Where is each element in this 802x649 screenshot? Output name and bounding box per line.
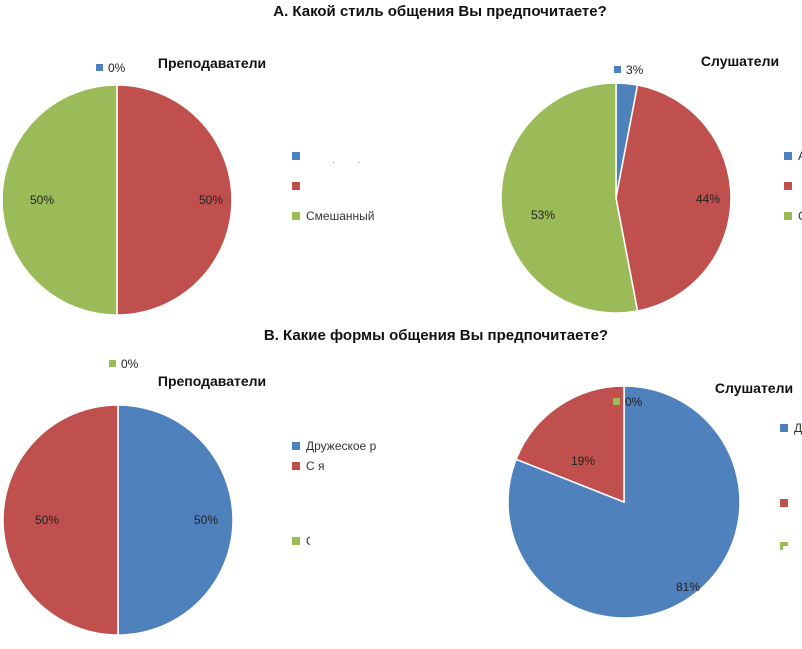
legend-mask-0-1: [306, 183, 416, 197]
data-label-0-2: 50%: [30, 193, 54, 207]
legend-swatch-0-0: [292, 152, 300, 160]
legend-swatch-2-0: [292, 442, 300, 450]
legend-swatch-3-0: [780, 424, 788, 432]
legend-label-0-2: Смешанный: [306, 209, 374, 223]
legend-swatch-3-1: [780, 499, 788, 507]
data-label-2-2: 0%: [121, 357, 139, 371]
data-label-2-0: 50%: [194, 513, 218, 527]
chart-title-1: Слушатели: [701, 53, 779, 69]
pie-chart-a-students: 3% 44% 53% Слушатели А С: [500, 53, 802, 314]
pie-slice-1-1: [615, 84, 732, 312]
legend-mask-2-0: [310, 474, 440, 486]
heading-b: B. Какие формы общения Вы предпочитаете?: [264, 327, 608, 344]
legend-label-1-0: А: [798, 149, 802, 163]
legend-mask-3-0: [790, 497, 802, 509]
legend-mask-3-1: [783, 546, 793, 556]
heading-a: A. Какой стиль общения Вы предпочитаете?: [273, 3, 607, 20]
data-label-2-1: 50%: [35, 513, 59, 527]
legend-mask-1-0: [792, 190, 802, 202]
data-label-3-0: 81%: [676, 580, 700, 594]
legend-label-2-1: С я: [306, 459, 325, 473]
legend-label-3-0: Д р: [794, 421, 802, 435]
pie-slice-2-0: [117, 404, 234, 636]
data-label-marker-2-2: [109, 360, 116, 367]
chart-title-2: Преподаватели: [158, 373, 266, 389]
data-label-marker-3-2: [613, 398, 620, 405]
pie-slice-0-2: [1, 84, 118, 316]
pie-slice-2-1: [2, 404, 119, 636]
pie-slice-3-0: [507, 385, 741, 619]
data-label-0-0: 0%: [108, 61, 126, 75]
data-label-1-2: 53%: [531, 208, 555, 222]
legend-swatch-2-1: [292, 462, 300, 470]
legend-label-2-0: Дружеское р: [306, 439, 377, 453]
data-label-3-2: 0%: [625, 395, 643, 409]
legend-swatch-1-0: [784, 152, 792, 160]
legend-swatch-2-2: [292, 537, 300, 545]
data-label-3-1: 19%: [571, 454, 595, 468]
legend-mask-2-1: [310, 529, 325, 574]
data-label-0-1: 50%: [199, 193, 223, 207]
chart-title-0: Преподаватели: [158, 55, 266, 71]
legend-label-1-2: С: [798, 209, 802, 223]
legend-swatch-0-2: [292, 212, 300, 220]
data-label-marker-0-0: [96, 64, 103, 71]
data-label-marker-1-0: [614, 66, 621, 73]
legend-swatch-1-2: [784, 212, 792, 220]
legend-mask-0-0: [306, 150, 416, 162]
data-label-1-0: 3%: [626, 63, 644, 77]
pie-slice-0-1: [116, 84, 233, 316]
legend-swatch-1-1: [784, 182, 792, 190]
legend-mask-0-2: [306, 226, 416, 230]
data-label-1-1: 44%: [696, 192, 720, 206]
legend-swatch-0-1: [292, 182, 300, 190]
pie-chart-a-teachers: 0%50%50%ПреподавателиАвторитарныйСмешанн…: [1, 55, 416, 316]
pie-slice-1-2: [500, 82, 639, 314]
chart-title-3: Слушатели: [715, 380, 793, 396]
pie-slice-3-1: [515, 385, 625, 504]
